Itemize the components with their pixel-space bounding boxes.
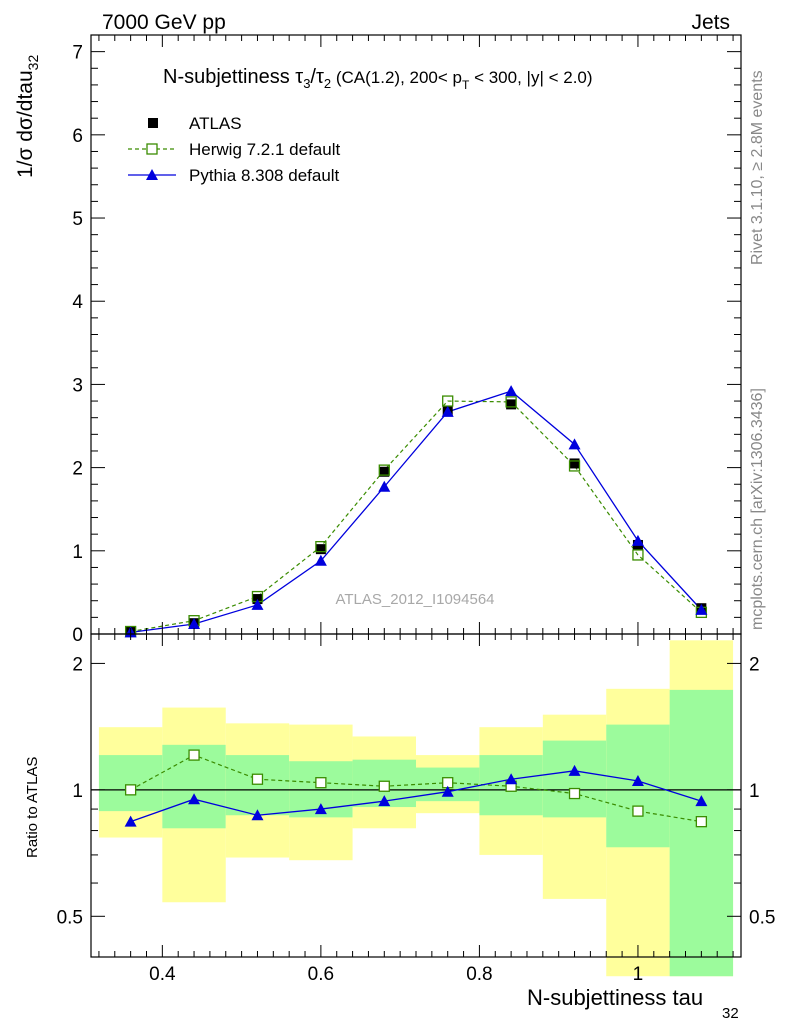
herwig-point <box>315 540 327 553</box>
x-axis-label-sub: 32 <box>722 1005 739 1022</box>
ratio-y-tick-label-left: 0.5 <box>57 907 83 928</box>
pythia-point <box>695 603 708 615</box>
herwig-point <box>632 549 644 561</box>
band-inner-bin <box>669 689 734 977</box>
pythia-ratio-point <box>251 809 264 821</box>
herwig-point <box>505 396 517 408</box>
main-y-tick-label: 6 <box>72 126 83 147</box>
header-right: Jets <box>691 11 730 34</box>
main-y-tick-label: 7 <box>72 43 83 64</box>
pythia-ratio-point <box>505 773 518 785</box>
x-tick-label: 0.8 <box>466 964 492 985</box>
main-ylabel: 1/σ dσ/dtau32 <box>14 55 41 178</box>
title-pt-sub: T <box>462 78 470 92</box>
ratio-y-tick-label-right: 2 <box>749 654 760 675</box>
herwig-line <box>130 400 702 633</box>
atlas-point <box>506 399 517 410</box>
main-ylabel-text: 1/σ dσ/dtau <box>14 70 37 178</box>
legend-label-pythia: Pythia 8.308 default <box>189 166 340 185</box>
ratio-panel-series <box>124 749 708 828</box>
herwig-ratio-point <box>695 816 708 828</box>
herwig-ratio-point <box>378 780 390 792</box>
mcplots-label: mcplots.cern.ch [arXiv:1306.3436] <box>749 388 766 630</box>
herwig-ratio-point <box>568 787 581 800</box>
herwig-ratio-point <box>632 805 644 817</box>
main-y-tick-label: 3 <box>72 375 83 396</box>
legend-marker-atlas <box>148 118 158 128</box>
legend-marker-herwig <box>146 143 158 155</box>
title-slash: / <box>310 66 316 88</box>
watermark: ATLAS_2012_I1094564 <box>335 591 494 608</box>
x-axis-label-text: N-subjettiness tau <box>527 985 703 1010</box>
pythia-point <box>188 618 201 630</box>
herwig-point <box>568 460 581 472</box>
herwig-ratio-line <box>130 754 702 823</box>
x-axis-label: N-subjettiness tau <box>527 985 703 1010</box>
header-left: 7000 GeV pp <box>102 11 226 34</box>
main-y-tick-label: 1 <box>72 542 83 563</box>
atlas-point <box>315 544 326 555</box>
pythia-ratio-line <box>130 770 702 823</box>
pythia-ratio-point <box>631 774 644 786</box>
x-tick-label: 0.6 <box>308 964 334 985</box>
pythia-ratio-point <box>188 793 201 805</box>
main-panel-series <box>124 385 708 638</box>
band-inner-bin <box>225 755 290 816</box>
band-inner-bin <box>98 755 163 812</box>
pythia-ratio-point <box>124 815 137 827</box>
pythia-ratio-point <box>378 795 391 807</box>
pythia-point <box>505 385 518 397</box>
atlas-point <box>379 466 390 477</box>
band-inner-bin <box>542 740 607 818</box>
herwig-ratio-point <box>188 749 200 761</box>
legend: ATLAS Herwig 7.2.1 default Pythia 8.308 … <box>128 114 340 185</box>
atlas-point <box>569 458 580 469</box>
legend-marker-pythia <box>146 169 158 180</box>
rivet-label: Rivet 3.1.10, ≥ 2.8M events <box>749 70 766 265</box>
title-sub3: 3 <box>303 76 310 91</box>
pythia-point <box>378 480 391 492</box>
legend-entry-atlas: ATLAS <box>148 114 242 133</box>
ratio-y-tick-label-right: 1 <box>749 781 760 802</box>
pythia-line <box>130 390 702 633</box>
ratio-y-tick-label-left: 2 <box>72 654 83 675</box>
ratio-y-tick-label-left: 1 <box>72 781 83 802</box>
pythia-point <box>631 534 644 546</box>
title-sub2: 2 <box>324 76 331 91</box>
legend-entry-pythia: Pythia 8.308 default <box>128 166 340 185</box>
main-y-tick-label: 4 <box>72 292 83 313</box>
pythia-point <box>441 405 454 417</box>
main-y-tick-label: 2 <box>72 459 83 480</box>
title-tau2: τ <box>316 66 324 88</box>
herwig-ratio-point <box>251 773 264 785</box>
pythia-point <box>314 554 327 566</box>
main-title: N-subjettiness τ3/τ2 (CA(1.2), 200< pT <… <box>163 66 593 92</box>
pythia-ratio-point <box>695 795 708 807</box>
main-y-tick-label: 5 <box>72 209 83 230</box>
main-y-tick-label: 0 <box>72 625 83 646</box>
pythia-point <box>251 598 264 610</box>
main-ylabel-sub: 32 <box>25 55 41 71</box>
pythia-point <box>568 438 581 450</box>
pythia-ratio-point <box>568 764 581 776</box>
legend-label-atlas: ATLAS <box>189 114 242 133</box>
herwig-point <box>378 464 390 476</box>
legend-entry-herwig: Herwig 7.2.1 default <box>128 140 340 159</box>
pythia-ratio-point <box>441 785 454 797</box>
legend-label-herwig: Herwig 7.2.1 default <box>189 140 340 159</box>
ratio-ylabel: Ratio to ATLAS <box>24 757 41 858</box>
title-rest-b: < 300, |y| < 2.0) <box>469 68 592 87</box>
x-tick-label: 1 <box>633 964 644 985</box>
herwig-ratio-point <box>124 784 137 796</box>
title-prefix: N-subjettiness <box>163 66 295 88</box>
title-tau3: τ <box>295 66 303 88</box>
ratio-y-tick-label-right: 0.5 <box>749 907 775 928</box>
pythia-ratio-point <box>314 803 327 815</box>
herwig-ratio-point <box>315 777 327 789</box>
title-rest-a: (CA(1.2), 200< p <box>331 68 462 87</box>
x-tick-label: 0.4 <box>149 964 176 985</box>
axis-ticks <box>91 34 741 958</box>
